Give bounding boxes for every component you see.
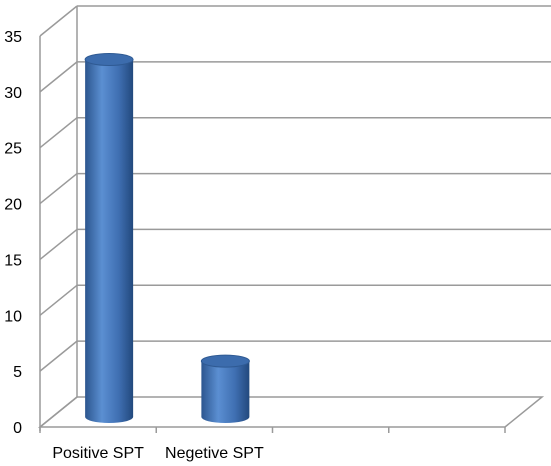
bar-negetive-spt (200, 354, 250, 423)
gridline-diagonal (39, 117, 78, 149)
bars (84, 53, 250, 424)
y-tick-label: 20 (4, 197, 22, 214)
category-label: Negetive SPT (165, 445, 264, 462)
y-tick-label: 0 (13, 420, 22, 437)
y-tick-label: 35 (4, 29, 22, 46)
gridline-diagonal (39, 228, 78, 261)
gridline-diagonal (39, 172, 78, 205)
gridline-diagonal (39, 5, 78, 37)
category-label: Positive SPT (52, 445, 144, 462)
y-tick-label: 15 (4, 252, 22, 269)
bar-body (85, 59, 134, 424)
bar-top (84, 53, 134, 67)
gridline-diagonal (39, 61, 78, 93)
y-tick-label: 25 (4, 141, 22, 158)
gridline-diagonal (39, 340, 78, 372)
chart-floor (37, 396, 545, 428)
gridline-diagonal (39, 284, 78, 316)
y-tick-label: 30 (4, 85, 22, 102)
bar-body (201, 361, 250, 423)
bar-positive-spt (84, 53, 134, 424)
bar-top (200, 354, 250, 368)
gridlines (37, 5, 551, 428)
y-tick-labels: 0 5 10 15 20 25 30 35 (4, 29, 22, 437)
category-labels: Positive SPT Negetive SPT (52, 445, 264, 462)
y-tick-label: 5 (13, 364, 22, 381)
axes (39, 6, 506, 433)
y-tick-label: 10 (4, 308, 22, 325)
